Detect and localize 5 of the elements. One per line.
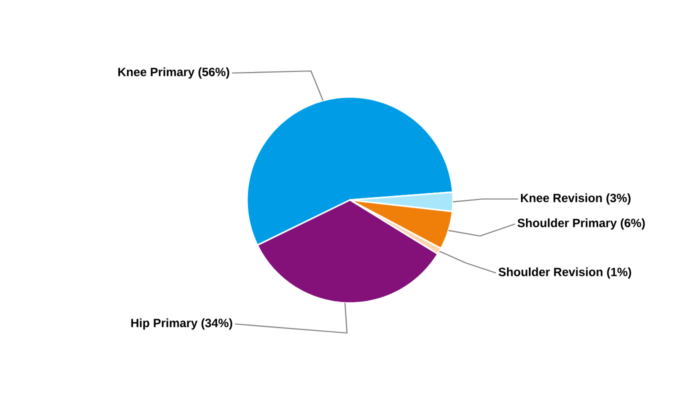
slice-label: Knee Primary (56%) (118, 67, 230, 79)
slice-label: Knee Revision (3%) (520, 193, 631, 205)
slice-label: Hip Primary (34%) (131, 318, 232, 330)
slice-label: Shoulder Revision (1%) (498, 267, 632, 279)
slice-label: Shoulder Primary (6%) (518, 218, 645, 230)
